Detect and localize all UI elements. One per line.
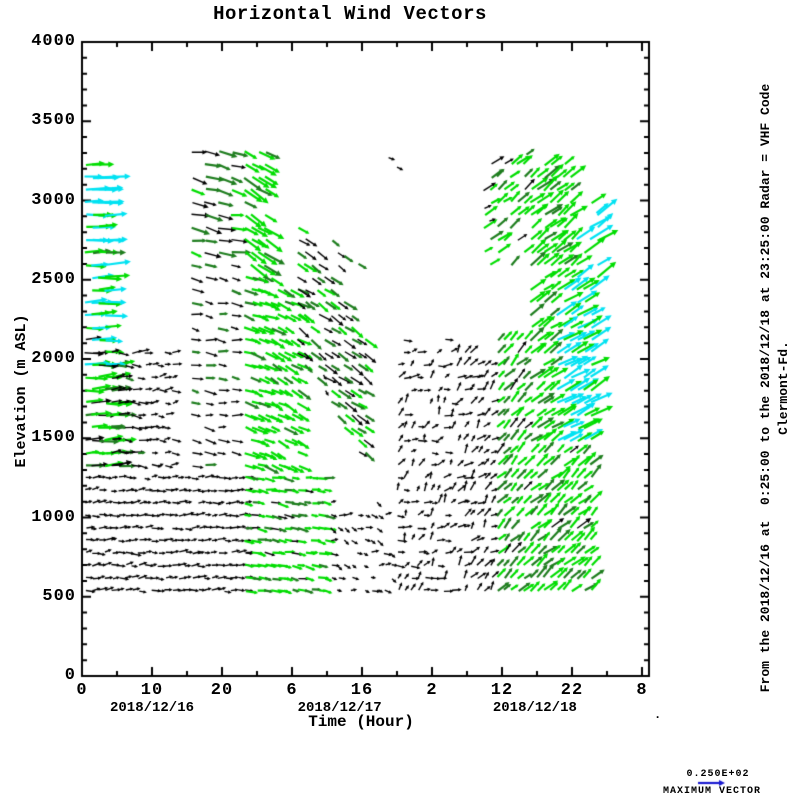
xtick-label: 16 — [350, 681, 374, 700]
xtick-label: 2 — [426, 681, 438, 700]
xtick-label: 10 — [140, 681, 164, 700]
dlabel-label: 2018/12/18 — [492, 700, 577, 716]
ytick-label: 1500 — [31, 428, 76, 448]
ytick-label: 500 — [42, 586, 76, 606]
ytick-label: 3000 — [31, 190, 76, 210]
ytick-label: 2000 — [31, 349, 76, 368]
dlabel-label: 2018/12/16 — [109, 700, 194, 716]
xtick-label: 8 — [636, 681, 648, 700]
ytick-label: 2500 — [31, 269, 76, 289]
max-vector-label: MAXIMUM VECTOR — [662, 786, 761, 797]
stray-mark: . — [654, 708, 662, 722]
x-axis-label: Time (Hour) — [308, 713, 414, 731]
ytick-label: 1000 — [31, 507, 76, 527]
xtick-label: 6 — [286, 681, 298, 700]
xtick-label: 0 — [76, 681, 88, 700]
xtick-label: 20 — [210, 681, 234, 700]
xtick-label: 22 — [560, 681, 584, 700]
dlabel-label: 2018/12/17 — [297, 700, 382, 716]
side-note-station: Clermont-Fd. — [776, 341, 791, 435]
ytick-label: 3500 — [31, 111, 76, 131]
ytick-label: 0 — [64, 666, 76, 685]
side-note-period-radar: From the 2018/12/16 at 0:25:00 to the 20… — [758, 83, 773, 693]
chart-title: Horizontal Wind Vectors — [213, 3, 487, 25]
max-vector-value: 0.250E+02 — [686, 769, 750, 780]
xtick-label: 12 — [490, 681, 514, 700]
ytick-label: 4000 — [31, 32, 76, 51]
